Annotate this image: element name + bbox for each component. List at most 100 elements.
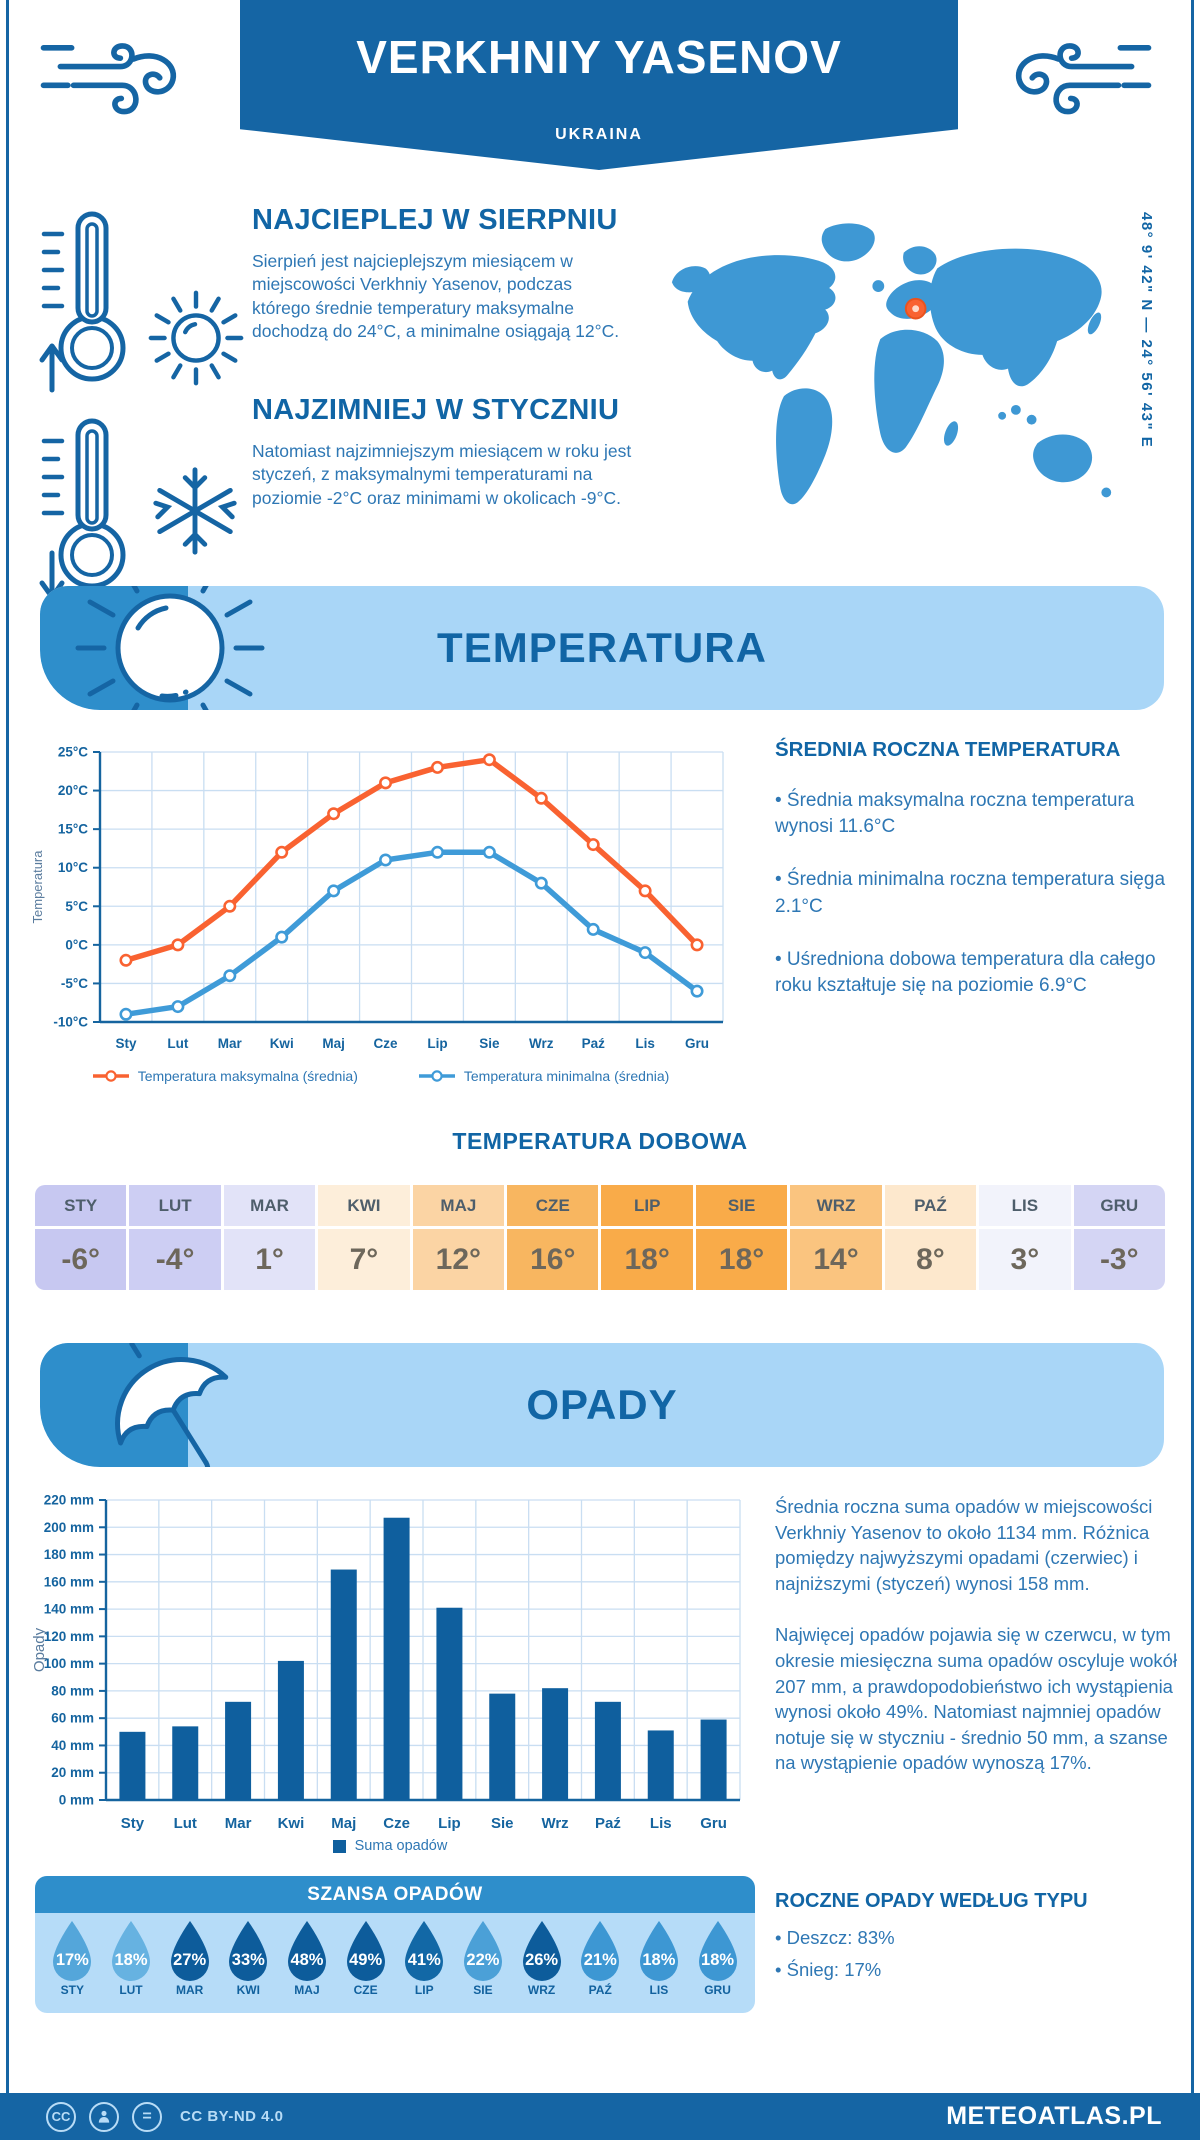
svg-text:Opady: Opady bbox=[31, 1627, 48, 1672]
temperature-chart-legend: Temperatura maksymalna (średnia) Temperat… bbox=[28, 1068, 733, 1084]
svg-text:20 mm: 20 mm bbox=[51, 1765, 94, 1780]
temperature-section-banner: TEMPERATURA bbox=[40, 586, 1164, 710]
temperature-value-cell: 1° bbox=[223, 1229, 316, 1290]
rain-droplet: 22% SIE bbox=[456, 1920, 510, 1997]
temperature-value-cell: 7° bbox=[318, 1229, 410, 1290]
droplet-icon bbox=[287, 1921, 326, 1981]
svg-text:Mar: Mar bbox=[225, 1815, 252, 1832]
rain-droplet: 48% MAJ bbox=[280, 1920, 334, 1997]
droplet-icon bbox=[463, 1921, 502, 1981]
svg-text:Temperatura: Temperatura bbox=[30, 850, 45, 924]
droplet-icon bbox=[170, 1921, 209, 1981]
right-border-line bbox=[1191, 0, 1194, 2140]
svg-text:25°C: 25°C bbox=[58, 745, 88, 760]
temperature-section-title: TEMPERATURA bbox=[437, 624, 767, 671]
month-header-cell: LIS bbox=[979, 1185, 1071, 1226]
month-header-cell: LUT bbox=[129, 1185, 221, 1226]
month-label: MAR bbox=[175, 1983, 204, 1997]
legend-item: Temperatura maksymalna (średnia) bbox=[92, 1068, 358, 1084]
rain-droplet: 21% PAŹ bbox=[573, 1920, 627, 1997]
month-header-cell: STY bbox=[35, 1185, 127, 1226]
daily-table-column: LIP 18° bbox=[601, 1185, 693, 1290]
svg-text:5°C: 5°C bbox=[65, 899, 88, 914]
droplet-icon bbox=[639, 1921, 678, 1981]
cc-icon: CC bbox=[46, 2101, 76, 2132]
chance-percentage: 18% bbox=[701, 1951, 735, 1969]
month-label: SIE bbox=[473, 1983, 493, 1997]
world-map bbox=[671, 223, 1112, 505]
daily-table-column: WRZ 14° bbox=[790, 1185, 882, 1290]
month-label: KWI bbox=[236, 1983, 260, 1997]
svg-text:80 mm: 80 mm bbox=[51, 1683, 94, 1698]
svg-text:160 mm: 160 mm bbox=[44, 1574, 94, 1589]
svg-text:Maj: Maj bbox=[322, 1036, 345, 1051]
precipitation-chance-title: SZANSA OPADÓW bbox=[35, 1876, 755, 1913]
rain-droplet: 33% KWI bbox=[221, 1920, 275, 1997]
temperature-value-cell: 18° bbox=[601, 1229, 693, 1290]
svg-text:140 mm: 140 mm bbox=[44, 1602, 94, 1617]
chance-percentage: 18% bbox=[642, 1951, 676, 1969]
umbrella-icon bbox=[115, 1343, 229, 1467]
annual-temperature-bullet: • Uśredniona dobowa temperatura dla całe… bbox=[775, 948, 1156, 997]
droplet-icon bbox=[111, 1921, 150, 1981]
svg-text:Sie: Sie bbox=[491, 1815, 514, 1832]
droplet-icon bbox=[346, 1921, 385, 1981]
droplet-icon bbox=[229, 1921, 268, 1981]
month-header-cell: KWI bbox=[318, 1185, 410, 1226]
precipitation-text-block: Średnia roczna suma opadów w miejscowośc… bbox=[775, 1494, 1187, 1802]
temperature-value-cell: -6° bbox=[35, 1229, 127, 1290]
droplet-icon bbox=[581, 1921, 620, 1981]
precipitation-type-heading: ROCZNE OPADY WEDŁUG TYPU bbox=[775, 1890, 1088, 1912]
daily-temperature-table: STY -6° LUT -4° MAR 1° KWI 7° MAJ 12° CZE 16° LIP 18°… bbox=[35, 1185, 1165, 1290]
svg-text:180 mm: 180 mm bbox=[44, 1547, 94, 1562]
month-label: PAŹ bbox=[588, 1983, 612, 1997]
precipitation-chart-legend: Suma opadów bbox=[28, 1838, 752, 1854]
location-marker bbox=[904, 297, 927, 320]
month-header-cell: MAR bbox=[223, 1185, 316, 1226]
svg-text:Lut: Lut bbox=[174, 1815, 197, 1832]
month-header-cell: LIP bbox=[601, 1185, 693, 1226]
chance-percentage: 33% bbox=[231, 1951, 265, 1969]
svg-text:Cze: Cze bbox=[383, 1815, 410, 1832]
daily-table-column: LIS 3° bbox=[979, 1185, 1071, 1290]
page-subtitle: UKRAINA bbox=[555, 126, 643, 143]
daily-table-column: SIE 18° bbox=[695, 1185, 788, 1290]
chance-percentage: 18% bbox=[114, 1951, 148, 1969]
snowflake-icon bbox=[153, 467, 237, 555]
annual-temperature-bullet: • Średnia maksymalna roczna temperatura … bbox=[775, 790, 1135, 838]
temperature-value-cell: 8° bbox=[884, 1229, 977, 1290]
svg-text:40 mm: 40 mm bbox=[51, 1738, 94, 1753]
rain-droplet: 27% MAR bbox=[163, 1920, 217, 1997]
chance-percentage: 48% bbox=[290, 1951, 324, 1969]
svg-text:60 mm: 60 mm bbox=[51, 1711, 94, 1726]
svg-text:200 mm: 200 mm bbox=[44, 1520, 94, 1535]
precipitation-section-banner: OPADY bbox=[40, 1343, 1164, 1467]
chance-percentage: 41% bbox=[407, 1951, 441, 1969]
daily-table-column: CZE 16° bbox=[507, 1185, 599, 1290]
month-header-cell: WRZ bbox=[790, 1185, 882, 1226]
cold-month-heading: NAJZIMNIEJ W STYCZNIU bbox=[252, 394, 620, 426]
annual-temperature-bullet: • Średnia minimalna roczna temperatura s… bbox=[775, 869, 1166, 917]
svg-text:Mar: Mar bbox=[218, 1036, 243, 1051]
svg-text:Sty: Sty bbox=[115, 1036, 137, 1051]
droplet-icon bbox=[53, 1921, 92, 1981]
month-label: MAJ bbox=[294, 1983, 320, 1997]
svg-text:Lis: Lis bbox=[650, 1815, 672, 1832]
chance-percentage: 49% bbox=[349, 1951, 383, 1969]
no-derivatives-icon: = bbox=[132, 2101, 162, 2132]
daily-table-column: GRU -3° bbox=[1073, 1185, 1165, 1290]
svg-text:Wrz: Wrz bbox=[529, 1036, 554, 1051]
temperature-value-cell: 3° bbox=[979, 1229, 1071, 1290]
rain-droplet: 17% STY bbox=[45, 1920, 99, 1997]
rain-droplet: 49% CZE bbox=[339, 1920, 393, 1997]
droplet-icon bbox=[522, 1921, 561, 1981]
chance-percentage: 21% bbox=[583, 1951, 617, 1969]
precipitation-type-bullet: • Śnieg: 17% bbox=[775, 1959, 882, 1980]
annual-temperature-block: ŚREDNIA ROCZNA TEMPERATURA • Średnia mak… bbox=[775, 738, 1183, 1026]
coordinates-label: 48° 9' 42" N — 24° 56' 43" E bbox=[1138, 212, 1155, 449]
temperature-value-cell: 18° bbox=[695, 1229, 788, 1290]
wind-icon bbox=[1015, 43, 1152, 115]
svg-text:Cze: Cze bbox=[374, 1036, 398, 1051]
svg-text:Lip: Lip bbox=[427, 1036, 447, 1051]
